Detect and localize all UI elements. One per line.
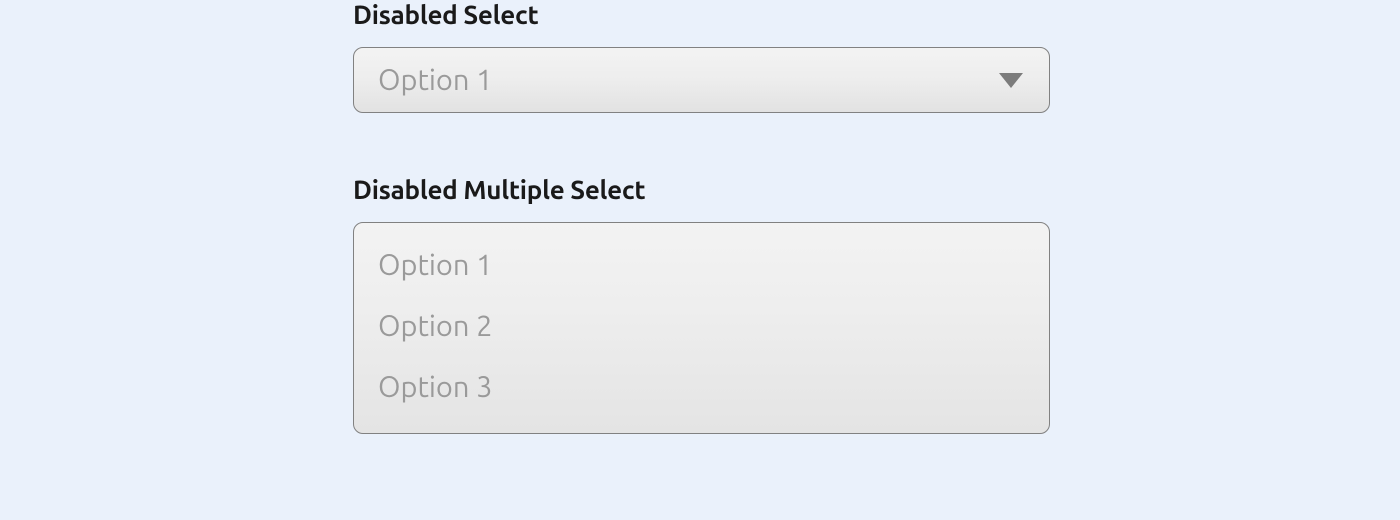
select-option: Option 1 xyxy=(378,235,1049,296)
select-option: Option 3 xyxy=(378,357,1049,418)
chevron-down-icon xyxy=(999,73,1023,88)
disabled-select: Option 1 xyxy=(353,47,1050,113)
disabled-select-group: Disabled Select Option 1 xyxy=(353,0,1400,113)
select-option: Option 2 xyxy=(378,296,1049,357)
disabled-select-label: Disabled Select xyxy=(353,0,1400,29)
disabled-multiple-select: Option 1 Option 2 Option 3 xyxy=(353,222,1050,434)
disabled-multiple-select-group: Disabled Multiple Select Option 1 Option… xyxy=(353,175,1400,434)
disabled-multiple-select-label: Disabled Multiple Select xyxy=(353,175,1400,204)
disabled-select-value: Option 1 xyxy=(378,64,492,96)
